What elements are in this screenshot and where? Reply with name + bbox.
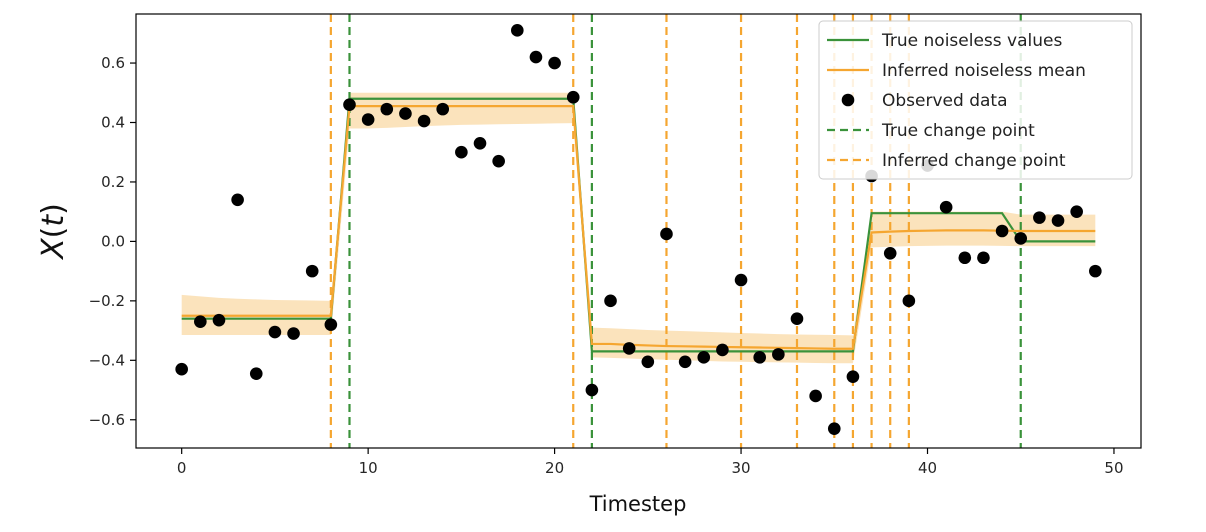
observed-point [995,224,1009,238]
observed-point [939,200,953,214]
series-lines [181,97,1096,353]
observed-point [809,389,822,403]
legend-label: True noiseless values [881,31,1062,51]
observed-point [958,251,972,265]
observed-point [529,50,543,64]
legend-label: Inferred noiseless mean [882,61,1086,81]
observed-point [548,56,561,70]
observed-point [1033,211,1046,224]
x-tick-label: 40 [918,459,937,477]
observed-point [678,355,692,369]
y-tick-label: 0.0 [101,232,125,250]
observed-point [1070,205,1083,218]
y-tick-label: 0.6 [101,54,125,72]
observed-point [343,98,356,111]
observed-point [249,367,263,380]
observed-points [175,24,1102,435]
observed-point [287,327,300,340]
observed-point [324,318,338,331]
svg-text:X(t): X(t) [36,203,71,261]
observed-point [380,102,394,116]
x-tick-label: 50 [1104,459,1123,477]
observed-point [212,313,226,327]
observed-point [268,325,282,339]
legend-box [818,20,1133,180]
observed-point [827,422,841,435]
observed-point [436,102,450,116]
observed-point [977,251,990,265]
x-tick-label: 10 [359,459,378,477]
uncertainty-bands [181,92,1096,364]
y-axis-label: X(t) [36,203,71,261]
y-tick-label: 0.2 [101,173,125,191]
observed-point [604,294,617,308]
observed-point [231,193,244,207]
legend-label: Inferred change point [882,151,1066,171]
observed-point [734,273,748,287]
observed-point [902,294,916,308]
observed-point [175,362,188,376]
legend-label: True change point [881,121,1035,141]
x-tick-label: 30 [732,459,751,477]
observed-point [1089,264,1102,278]
plot-frame [135,13,1142,449]
x-tick-label: 20 [545,459,564,477]
legend-marker-observed [841,93,855,107]
x-axis-ticks: 0 10 20 30 40 50 [177,448,1124,477]
y-axis-ticks: −0.6 −0.4 −0.2 0.0 0.2 0.4 0.6 [89,54,136,429]
observed-point [473,137,487,150]
observed-point [660,227,673,241]
observed-point [492,154,505,168]
observed-point [697,351,711,364]
observed-point [641,355,655,369]
observed-point [846,370,860,383]
observed-point [305,264,319,278]
legend-label: Observed data [882,91,1007,111]
legend: True noiseless values Inferred noiseless … [818,20,1133,180]
observed-point [1051,214,1065,227]
observed-point [1014,232,1028,245]
observed-point [790,312,804,325]
observed-point [716,343,729,357]
y-axis-label-paren-close: ) [36,203,71,215]
observed-point [511,24,524,37]
x-tick-label: 0 [177,459,187,477]
observed-point [417,114,431,128]
y-axis-label-paren: ( [36,227,71,239]
observed-point [399,107,412,120]
y-axis-label-var: t [36,214,71,227]
x-axis-label: Timestep [589,492,687,516]
inferred-mean-band [181,92,1096,364]
observed-point [753,351,766,364]
y-tick-label: −0.2 [89,292,125,310]
observed-point [566,90,580,104]
y-tick-label: −0.4 [89,351,125,369]
observed-point [883,246,897,260]
observed-point [455,145,468,159]
observed-point [622,342,636,355]
y-tick-label: −0.6 [89,411,125,429]
observed-point [361,113,375,126]
observed-point [194,315,207,328]
inferred-mean-line [181,105,1096,350]
observed-point [772,348,785,361]
y-axis-label-symbol: X [36,237,71,261]
y-tick-label: 0.4 [101,114,125,132]
observed-point [585,383,599,397]
